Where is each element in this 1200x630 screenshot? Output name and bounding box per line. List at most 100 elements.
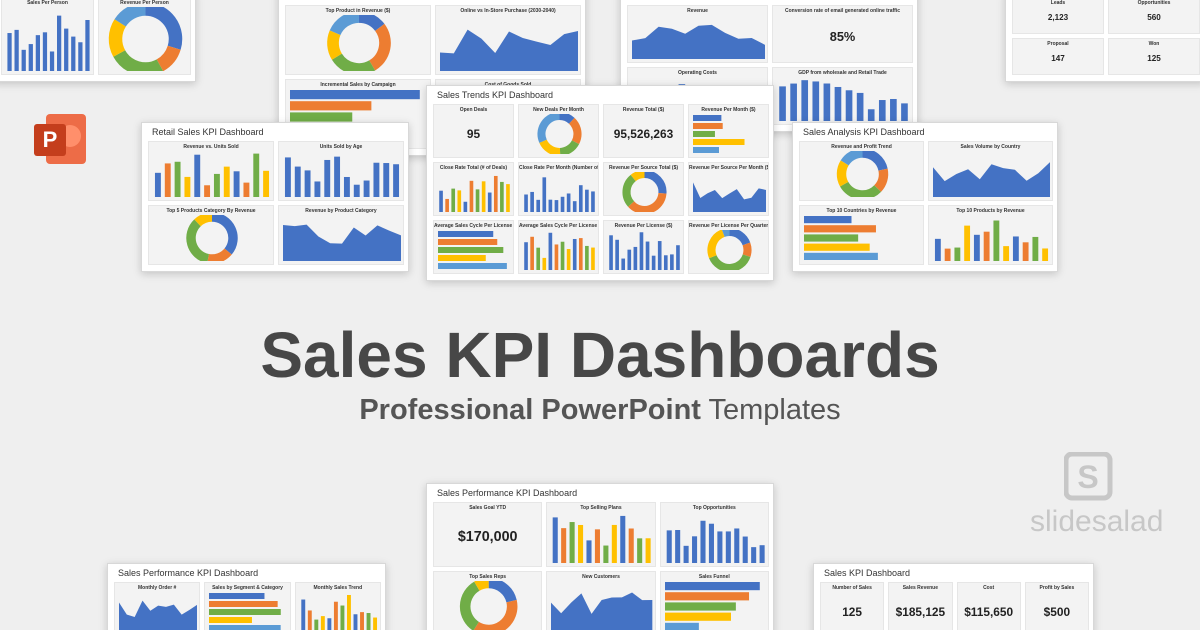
subtitle-light: Templates — [708, 394, 841, 426]
panel: Revenue Per Person — [98, 0, 191, 75]
panel-label: Revenue Per License ($) — [614, 223, 673, 229]
decoration — [488, 581, 517, 603]
mini-chart — [524, 177, 595, 212]
decoration — [801, 80, 809, 121]
decoration — [717, 531, 723, 563]
decoration — [664, 602, 736, 611]
decoration — [693, 147, 719, 153]
panel-label: Opportunities — [1137, 0, 1171, 6]
decoration — [554, 244, 559, 270]
panel: Revenue Per Source Per Month ($) — [688, 162, 769, 216]
slide-title: Sales KPI Dashboard — [824, 568, 911, 578]
panel-label: Top Opportunities — [692, 505, 736, 511]
panel: Revenue Per License ($) — [603, 220, 684, 274]
mini-chart — [707, 230, 752, 270]
decoration — [840, 181, 882, 197]
decoration — [700, 520, 706, 563]
decoration — [71, 36, 76, 71]
panel-label: Revenue Per License Per Quarter ($) — [689, 223, 768, 229]
decoration — [637, 538, 643, 563]
decoration — [194, 215, 213, 227]
panel: Revenue Per Month ($) — [688, 104, 769, 158]
decoration — [469, 180, 474, 212]
decoration — [759, 545, 765, 563]
decoration — [983, 231, 990, 261]
slide-title: Sales Trends KPI Dashboard — [437, 90, 554, 100]
mini-chart — [622, 172, 667, 212]
panel: GDP from wholesale and Retail Trade — [772, 67, 913, 125]
decoration — [666, 530, 672, 563]
mini-chart — [537, 114, 582, 154]
decoration — [633, 246, 638, 270]
decoration — [1022, 242, 1029, 261]
decoration — [333, 601, 338, 630]
slide-title: Sales Performance KPI Dashboard — [437, 488, 578, 498]
panel: Open Deals 95 — [433, 104, 514, 158]
decoration — [834, 86, 842, 121]
mini-chart — [119, 600, 198, 630]
decoration — [473, 599, 518, 630]
panel-label: Revenue — [687, 8, 708, 14]
decoration — [530, 236, 534, 270]
mini-chart — [440, 29, 578, 71]
decoration — [164, 163, 171, 197]
decoration — [487, 192, 492, 212]
decoration — [186, 219, 210, 261]
panel: Top Sales Reps — [433, 571, 543, 630]
panel-label: Top 10 Products by Revenue — [956, 208, 1025, 214]
decoration — [320, 616, 325, 630]
decoration — [1012, 236, 1019, 261]
mini-chart — [154, 153, 270, 197]
panel: Sales Funnel — [659, 571, 769, 630]
panel: Cost $115,650 — [956, 582, 1021, 630]
decoration — [693, 123, 723, 129]
decoration — [578, 238, 583, 270]
decoration — [836, 160, 849, 187]
decoration — [28, 44, 33, 71]
decoration — [621, 258, 626, 270]
panel-label: Number of Sales — [832, 585, 872, 591]
decoration — [566, 249, 571, 270]
decoration — [223, 166, 230, 197]
slide: Retail Sales KPI Dashboard Revenue vs. Un… — [141, 122, 409, 272]
decoration — [973, 234, 980, 261]
mini-chart — [666, 520, 765, 563]
decoration — [790, 83, 797, 121]
decoration — [243, 182, 250, 197]
mini-chart — [186, 215, 238, 261]
decoration — [845, 90, 853, 121]
panel-label: New Deals Per Month — [533, 107, 584, 113]
panel: Monthly Order # — [114, 582, 201, 630]
decoration — [933, 162, 1050, 197]
panel: Online vs In-Store Purchase (2030-2040) — [435, 5, 581, 75]
decoration — [194, 154, 201, 197]
decoration — [873, 168, 889, 192]
decoration — [804, 252, 878, 260]
mini-chart — [779, 80, 908, 121]
mini-chart — [664, 582, 760, 630]
mini-chart — [693, 182, 766, 212]
panel-label: Leads — [1050, 0, 1066, 6]
panel: Leads 2,123 — [1012, 0, 1104, 34]
decoration — [353, 614, 358, 630]
decoration — [823, 83, 831, 121]
decoration — [57, 15, 62, 71]
decoration — [294, 166, 301, 197]
decoration — [334, 156, 341, 197]
panel: Top 10 Products by Revenue — [928, 205, 1053, 265]
decoration — [283, 224, 401, 261]
decoration — [572, 201, 577, 212]
decoration — [568, 117, 582, 145]
panel: Revenue — [627, 5, 768, 63]
decoration — [209, 593, 265, 599]
decoration — [14, 29, 19, 71]
panel-value: 147 — [1051, 53, 1065, 63]
decoration — [628, 192, 667, 212]
mini-chart — [632, 24, 765, 59]
decoration — [733, 528, 739, 563]
decoration — [463, 201, 468, 212]
panel: Revenue Per License Per Quarter ($) — [688, 220, 769, 274]
decoration — [7, 33, 12, 71]
panel-value: 2,123 — [1047, 12, 1069, 22]
decoration — [233, 171, 240, 197]
